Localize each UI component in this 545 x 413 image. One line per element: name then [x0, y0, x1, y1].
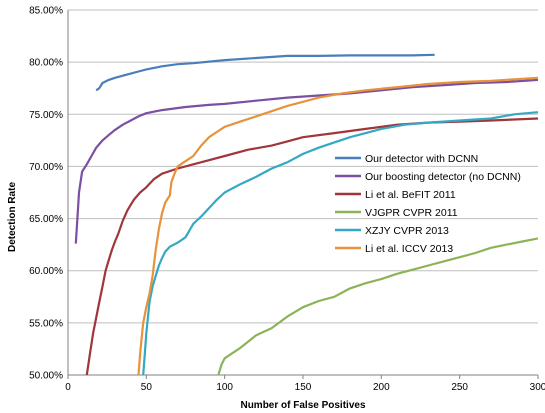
y-tick-label: 55.00%: [29, 318, 63, 329]
legend-label: XZJY CVPR 2013: [365, 225, 449, 237]
x-tick-label: 300: [530, 382, 545, 393]
x-tick-label: 0: [65, 382, 71, 393]
y-axis-title: Detection Rate: [7, 182, 18, 252]
x-tick-label: 200: [373, 382, 390, 393]
y-tick-label: 80.00%: [29, 58, 63, 69]
axes: [67, 10, 539, 379]
y-tick-label: 65.00%: [29, 214, 63, 225]
series-line-5: [142, 111, 538, 375]
x-tick-label: 250: [451, 382, 468, 393]
series-line-1: [95, 53, 435, 92]
legend-label: Li et al. BeFIT 2011: [365, 189, 456, 201]
legend: Our detector with DCNN Our boosting detec…: [335, 153, 521, 255]
y-tick-label: 85.00%: [29, 6, 63, 17]
x-tick-label: 50: [141, 382, 153, 393]
x-axis-title: Number of False Positives: [240, 400, 365, 411]
y-tick-label: 75.00%: [29, 110, 63, 121]
y-tick-label: 70.00%: [29, 162, 63, 173]
series-line-6: [137, 76, 538, 375]
y-tick-label: 60.00%: [29, 266, 63, 277]
series-line-2: [74, 78, 538, 244]
legend-label: Our detector with DCNN: [365, 153, 478, 165]
x-tick-label: 150: [295, 382, 312, 393]
series-line-3: [85, 117, 538, 375]
x-tick-labels: 0 50 100 150 200 250 300: [65, 382, 545, 393]
y-tick-labels: 50.00% 55.00% 60.00% 65.00% 70.00% 75.00% 80.0…: [29, 6, 63, 382]
legend-label: Li et al. ICCV 2013: [365, 243, 453, 255]
legend-label: Our boosting detector (no DCNN): [365, 171, 521, 183]
series-lines: [74, 53, 538, 375]
series-line-4: [217, 237, 538, 375]
y-tick-label: 50.00%: [29, 371, 63, 382]
legend-label: VJGPR CVPR 2011: [365, 207, 458, 219]
x-tick-label: 100: [216, 382, 233, 393]
